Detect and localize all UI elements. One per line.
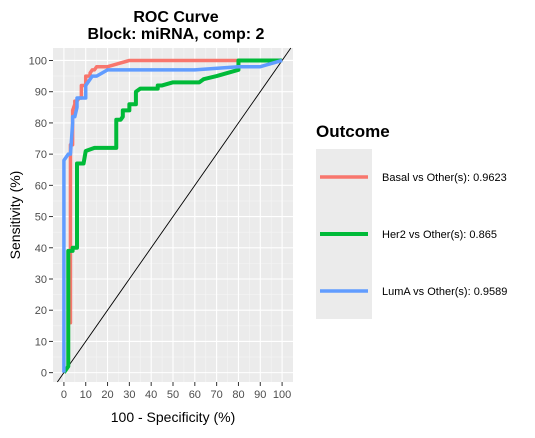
y-axis-label: Sensitivity (%) bbox=[7, 171, 23, 260]
series-line-2 bbox=[62, 58, 283, 374]
legend-label-3: LumA vs Other(s): 0.9589 bbox=[382, 286, 507, 298]
series-line-3 bbox=[62, 58, 283, 373]
y-tick-label: 10 bbox=[35, 336, 47, 348]
diagonal-layer bbox=[56, 47, 292, 383]
x-tick-label: 50 bbox=[167, 389, 179, 401]
x-tick-label: 10 bbox=[80, 389, 92, 401]
y-tick-label: 70 bbox=[35, 149, 47, 161]
axes-layer: 0 10 20 30 40 50 60 70 80 90 100 0 10 20 30 40 50 60 70 80 9… bbox=[29, 55, 292, 401]
y-tick-label: 30 bbox=[35, 274, 47, 286]
x-tick-label: 100 bbox=[273, 389, 291, 401]
grid-layer bbox=[53, 48, 293, 382]
y-tick-label: 100 bbox=[29, 55, 47, 67]
legend-title: Outcome bbox=[316, 122, 390, 141]
x-axis-label: 100 - Specificity (%) bbox=[111, 409, 235, 425]
x-tick-label: 0 bbox=[61, 389, 67, 401]
y-tick-label: 90 bbox=[35, 87, 47, 99]
x-tick-label: 20 bbox=[101, 389, 113, 401]
x-tick-label: 30 bbox=[123, 389, 135, 401]
x-tick-label: 70 bbox=[211, 389, 223, 401]
y-tick-label: 20 bbox=[35, 305, 47, 317]
y-tick-label: 40 bbox=[35, 243, 47, 255]
chart-title: ROC Curve bbox=[133, 9, 218, 26]
y-tick-label: 0 bbox=[41, 368, 47, 380]
x-tick-label: 80 bbox=[232, 389, 244, 401]
x-tick-label: 40 bbox=[145, 389, 157, 401]
series-layer bbox=[62, 58, 283, 374]
legend-label-1: Basal vs Other(s): 0.9623 bbox=[382, 172, 507, 184]
x-tick-label: 90 bbox=[254, 389, 266, 401]
diagonal-reference-line bbox=[56, 47, 292, 383]
x-tick-label: 60 bbox=[189, 389, 201, 401]
legend-label-2: Her2 vs Other(s): 0.865 bbox=[382, 229, 497, 241]
legend-layer: Basal vs Other(s): 0.9623 Her2 vs Other(s… bbox=[320, 172, 507, 298]
chart-subtitle: Block: miRNA, comp: 2 bbox=[88, 26, 265, 43]
y-tick-label: 60 bbox=[35, 180, 47, 192]
y-tick-label: 50 bbox=[35, 212, 47, 224]
y-tick-label: 80 bbox=[35, 118, 47, 130]
